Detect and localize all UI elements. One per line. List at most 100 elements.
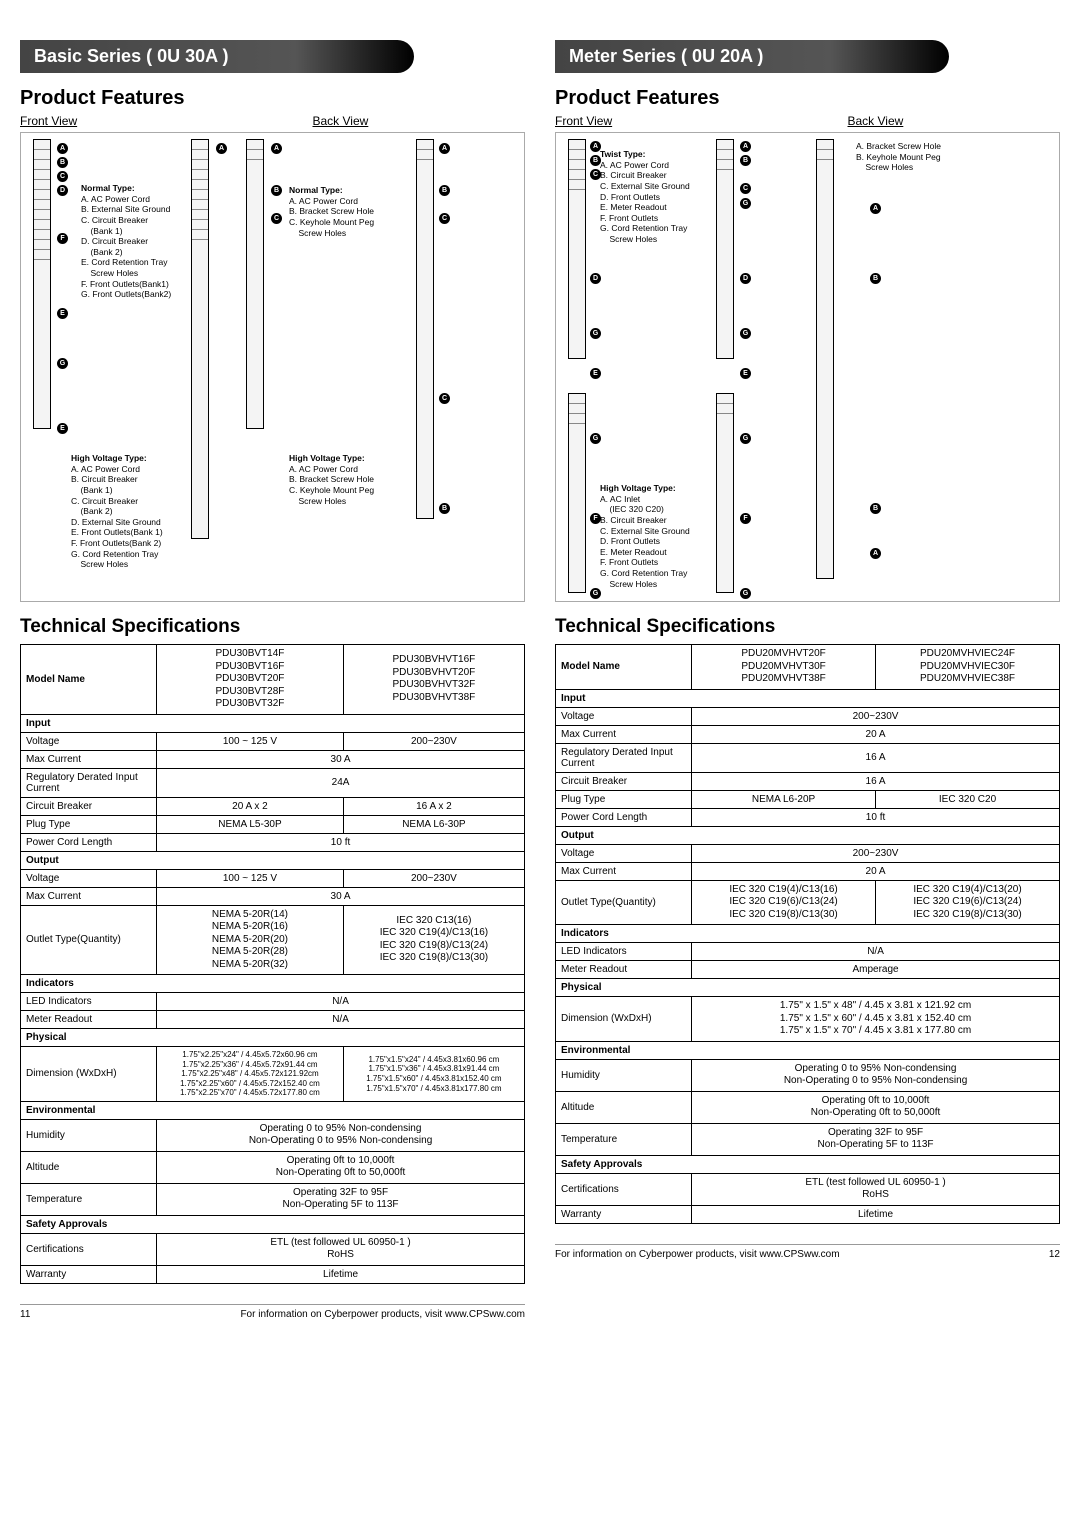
normal-type-hdr: Normal Type: [81, 183, 171, 194]
back-view-label: Back View [233, 114, 526, 128]
hv-items-r: A. AC Inlet (IEC 320 C20) B. Circuit Bre… [600, 494, 690, 590]
r-hum-rv: Operating 0 to 95% Non-condensing Non-Op… [692, 1059, 1060, 1091]
r-alt-v: Operating 0ft to 10,000ft Non-Operating … [157, 1151, 525, 1183]
r-ov: Voltage [21, 869, 157, 887]
r-plug-r: Plug Type [556, 790, 692, 808]
view-labels-left: Front View Back View [20, 114, 525, 128]
r-temp-r: Temperature [556, 1123, 692, 1155]
sec-ind: Indicators [21, 975, 525, 993]
sec-input-r: Input [556, 689, 1060, 707]
r-voltage-r: Voltage [556, 707, 692, 725]
sec-ind-r: Indicators [556, 925, 1060, 943]
r-temp-rv: Operating 32F to 95F Non-Operating 5F to… [692, 1123, 1060, 1155]
sec-out-r: Output [556, 826, 1060, 844]
r-ov-rv: 200~230V [692, 844, 1060, 862]
diagram-right: Twist Type: A. AC Power Cord B. Circuit … [555, 132, 1060, 602]
pf-title-left: Product Features [20, 87, 525, 110]
back-normal-hdr: Normal Type: [289, 185, 374, 196]
sec-input: Input [21, 714, 525, 732]
series-header-left: Basic Series ( 0U 30A ) [20, 40, 414, 73]
hv-hdr: High Voltage Type: [71, 453, 163, 464]
footer-text-l: For information on Cyberpower products, … [240, 1309, 525, 1320]
r-meter-r: Meter Readout [556, 961, 692, 979]
r-max: Max Current [21, 750, 157, 768]
twist-hdr: Twist Type: [600, 149, 690, 160]
spec-table-right: Model Name PDU20MVHVT20F PDU20MVHVT30F P… [555, 644, 1060, 1224]
r-outlet-rb: IEC 320 C19(4)/C13(20) IEC 320 C19(6)/C1… [876, 880, 1060, 925]
left-page: Basic Series ( 0U 30A ) Product Features… [20, 40, 525, 1320]
r-outlet-ra: IEC 320 C19(4)/C13(16) IEC 320 C19(6)/C1… [692, 880, 876, 925]
models-b-r: PDU20MVHVIEC24F PDU20MVHVIEC30F PDU20MVH… [876, 645, 1060, 690]
diagram-left: Normal Type: A. AC Power Cord B. Externa… [20, 132, 525, 602]
back-top-items: A. Bracket Screw Hole B. Keyhole Mount P… [856, 141, 941, 173]
r-alt-rv: Operating 0ft to 10,000ft Non-Operating … [692, 1091, 1060, 1123]
r-dim-a: 1.75"x2.25"x24" / 4.45x5.72x60.96 cm 1.7… [157, 1047, 344, 1102]
r-dim-rv: 1.75" x 1.5" x 48" / 4.45 x 3.81 x 121.9… [692, 997, 1060, 1042]
r-dim: Dimension (WxDxH) [21, 1047, 157, 1102]
ts-title-right: Technical Specifications [555, 616, 1060, 638]
r-reg-r: Regulatory Derated Input Current [556, 743, 692, 772]
r-cert-r: Certifications [556, 1173, 692, 1205]
r-hum: Humidity [21, 1119, 157, 1151]
models-b: PDU30BVHVT16F PDU30BVHVT20F PDU30BVHVT32… [343, 645, 524, 715]
sec-safe-r: Safety Approvals [556, 1155, 1060, 1173]
series-header-right: Meter Series ( 0U 20A ) [555, 40, 949, 73]
right-page: Meter Series ( 0U 20A ) Product Features… [555, 40, 1060, 1320]
r-ov-b: 200~230V [343, 869, 524, 887]
view-labels-right: Front View Back View [555, 114, 1060, 128]
r-cert: Certifications [21, 1233, 157, 1265]
r-voltage: Voltage [21, 732, 157, 750]
footer-通知=: 11 For information on Cyberpower product… [20, 1304, 525, 1320]
r-reg-rv: 16 A [692, 743, 1060, 772]
r-led-rv: N/A [692, 943, 1060, 961]
page-num-left: 11 [20, 1309, 30, 1320]
r-hum-r: Humidity [556, 1059, 692, 1091]
r-ov-r: Voltage [556, 844, 692, 862]
sec-env: Environmental [21, 1101, 525, 1119]
back-normal-items: A. AC Power Cord B. Bracket Screw Hole C… [289, 196, 374, 239]
r-war: Warranty [21, 1265, 157, 1283]
r-cb-r: Circuit Breaker [556, 772, 692, 790]
twist-items: A. AC Power Cord B. Circuit Breaker C. E… [600, 160, 690, 245]
r-cb-b: 16 A x 2 [343, 797, 524, 815]
r-plug-ra: NEMA L6-20P [692, 790, 876, 808]
r-cord-r: Power Cord Length [556, 808, 692, 826]
model-name-label-r: Model Name [556, 645, 692, 690]
r-cert-v: ETL (test followed UL 60950-1 ) RoHS [157, 1233, 525, 1265]
r-cert-rv: ETL (test followed UL 60950-1 ) RoHS [692, 1173, 1060, 1205]
r-reg: Regulatory Derated Input Current [21, 768, 157, 797]
r-war-v: Lifetime [157, 1265, 525, 1283]
r-cord: Power Cord Length [21, 833, 157, 851]
ts-title-left: Technical Specifications [20, 616, 525, 638]
r-cb-rv: 16 A [692, 772, 1060, 790]
hv-items: A. AC Power Cord B. Circuit Breaker (Ban… [71, 464, 163, 570]
front-view-label: Front View [20, 114, 233, 128]
spec-table-left: Model Name PDU30BVT14F PDU30BVT16F PDU30… [20, 644, 525, 1284]
sec-env-r: Environmental [556, 1041, 1060, 1059]
sec-safe: Safety Approvals [21, 1215, 525, 1233]
r-voltage-rv: 200~230V [692, 707, 1060, 725]
r-omax-rv: 20 A [692, 862, 1060, 880]
r-cb: Circuit Breaker [21, 797, 157, 815]
footer-text-r: For information on Cyberpower products, … [555, 1249, 840, 1260]
pf-title-right: Product Features [555, 87, 1060, 110]
r-meter-rv: Amperage [692, 961, 1060, 979]
back-view-label-r: Back View [768, 114, 1061, 128]
r-alt: Altitude [21, 1151, 157, 1183]
page-num-right: 12 [1049, 1249, 1060, 1260]
r-hum-v: Operating 0 to 95% Non-condensing Non-Op… [157, 1119, 525, 1151]
r-led-v: N/A [157, 993, 525, 1011]
r-led-r: LED Indicators [556, 943, 692, 961]
r-cb-a: 20 A x 2 [157, 797, 344, 815]
r-temp-v: Operating 32F to 95F Non-Operating 5F to… [157, 1183, 525, 1215]
r-plug-a: NEMA L5-30P [157, 815, 344, 833]
r-cord-rv: 10 ft [692, 808, 1060, 826]
r-outlet: Outlet Type(Quantity) [21, 905, 157, 975]
models-a-r: PDU20MVHVT20F PDU20MVHVT30F PDU20MVHVT38… [692, 645, 876, 690]
sec-phys: Physical [21, 1029, 525, 1047]
r-plug: Plug Type [21, 815, 157, 833]
r-plug-b: NEMA L6-30P [343, 815, 524, 833]
r-max-rv: 20 A [692, 725, 1060, 743]
r-voltage-a: 100 ~ 125 V [157, 732, 344, 750]
r-max-v: 30 A [157, 750, 525, 768]
